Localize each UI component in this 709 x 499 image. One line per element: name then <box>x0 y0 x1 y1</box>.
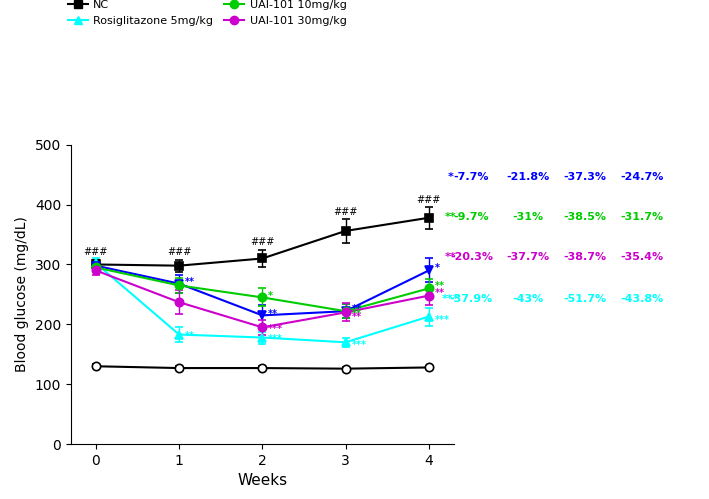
Y-axis label: Blood glucose (mg/dL): Blood glucose (mg/dL) <box>16 217 29 372</box>
Text: -31%: -31% <box>513 212 544 222</box>
Text: **: ** <box>445 212 456 222</box>
Text: ***: *** <box>268 324 283 334</box>
Text: ***: *** <box>352 340 367 350</box>
Text: -38.5%: -38.5% <box>564 212 606 222</box>
Text: -20.3%: -20.3% <box>450 252 493 262</box>
Text: ###: ### <box>167 248 191 257</box>
Legend: Normal, NC, Rosiglitazone 5mg/kg, UAI-101 3mg/kg, UAI-101 10mg/kg, UAI-101 30mg/: Normal, NC, Rosiglitazone 5mg/kg, UAI-10… <box>63 0 351 30</box>
Text: **: ** <box>435 281 445 291</box>
Text: ###: ### <box>333 207 358 217</box>
Text: **: ** <box>185 277 195 287</box>
Text: **: ** <box>445 252 456 262</box>
Text: **: ** <box>352 304 362 314</box>
Text: -9.7%: -9.7% <box>454 212 489 222</box>
Text: -43.8%: -43.8% <box>620 294 664 304</box>
Text: *: * <box>447 172 453 182</box>
Text: -43%: -43% <box>513 294 544 304</box>
Text: *: * <box>268 290 273 300</box>
Text: -38.7%: -38.7% <box>564 252 606 262</box>
Text: ***: *** <box>268 334 283 344</box>
Text: ***: *** <box>442 294 459 304</box>
Text: -21.8%: -21.8% <box>506 172 550 182</box>
Text: **: ** <box>185 331 195 341</box>
Text: ***: *** <box>435 314 450 324</box>
Text: ###: ### <box>250 237 274 247</box>
Text: **: ** <box>435 288 445 298</box>
Text: ###: ### <box>84 248 108 257</box>
Text: *: * <box>435 263 440 273</box>
X-axis label: Weeks: Weeks <box>238 474 287 489</box>
Text: ###: ### <box>417 195 441 205</box>
Text: -51.7%: -51.7% <box>564 294 606 304</box>
Text: **: ** <box>352 312 362 322</box>
Text: **: ** <box>352 308 362 318</box>
Text: -37.9%: -37.9% <box>450 294 493 304</box>
Text: **: ** <box>268 308 278 318</box>
Text: -35.4%: -35.4% <box>620 252 663 262</box>
Text: -24.7%: -24.7% <box>620 172 664 182</box>
Text: -37.7%: -37.7% <box>507 252 549 262</box>
Text: -37.3%: -37.3% <box>564 172 606 182</box>
Text: -31.7%: -31.7% <box>620 212 663 222</box>
Text: -7.7%: -7.7% <box>454 172 489 182</box>
